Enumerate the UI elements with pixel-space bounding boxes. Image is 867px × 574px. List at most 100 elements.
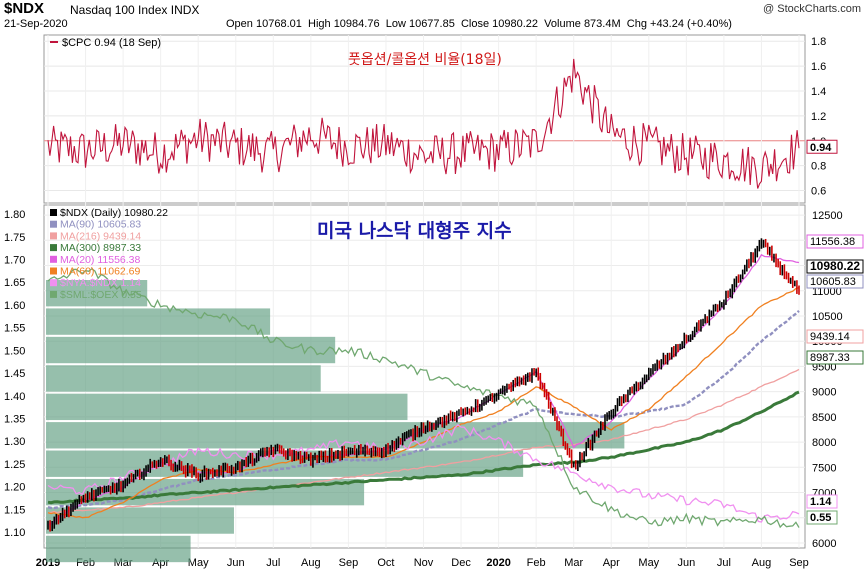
left-y-tick: 1.25 [4,459,25,471]
left-y-tick: 1.65 [4,277,25,289]
x-tick-label: Jun [227,557,245,569]
right-y-tick: 11000 [812,286,842,298]
left-y-tick: 1.30 [4,436,25,448]
right-value-label: 10980.22 [810,259,860,273]
x-tick-label: Sep [339,557,359,569]
x-tick-label: Jul [266,557,280,569]
ratio-value-label: 1.14 [810,496,832,508]
series-line-ma300 [47,390,800,505]
x-tick-label: Feb [527,557,546,569]
right-y-tick: 10500 [812,311,843,323]
left-y-tick: 1.40 [4,391,25,403]
series-line-ma90 [47,310,800,510]
left-y-tick: 1.15 [4,504,25,516]
upper-panel-frame [43,34,806,204]
left-y-tick: 1.60 [4,300,25,312]
volume-profile-bar [46,450,524,477]
legend-swatch [50,232,57,240]
right-value-label: 9439.14 [810,331,850,343]
left-y-tick: 1.10 [4,527,25,539]
volume-profile-bar [46,280,148,307]
x-tick-label: 2020 [486,557,510,569]
cpc-value-box [806,139,838,154]
x-tick-label: Jun [677,557,695,569]
upper-y-tick: 1.2 [811,111,826,123]
ohlc-bar: Open 10768.01 High 10984.76 Low 10677.85… [226,18,732,30]
upper-y-tick: 1.6 [811,61,826,73]
ratio-value-box [806,494,838,509]
ratio-value-box [806,510,838,525]
right-y-tick: 6000 [812,538,836,550]
volume-profile-bar [46,365,321,392]
right-value-box [806,274,864,289]
right-value-box [806,329,864,344]
high-label: High [308,18,331,30]
upper-y-tick: 1.8 [811,36,826,48]
index-name: Nasdaq 100 Index INDX [70,3,200,17]
x-tick-label: Dec [451,557,471,569]
legend-swatch [50,244,57,252]
left-y-tick: 1.75 [4,232,25,244]
series-line-smloex [47,267,800,529]
x-tick-label: Apr [603,557,620,569]
legend-swatch [50,267,57,275]
right-y-tick: 12500 [812,210,843,222]
legend-item: $NDX (Daily) 10980.22 [60,207,168,219]
left-y-tick: 1.55 [4,323,25,335]
right-value-label: 10605.83 [810,276,856,288]
symbol-title: $NDX [4,0,45,17]
close-label: Close [460,18,490,30]
legend-item: MA(216) 9439.14 [60,230,141,242]
left-y-tick: 1.80 [4,209,25,221]
volume-profile-bar [46,308,271,335]
legend-swatch [50,220,57,228]
x-tick-label: Jul [717,557,731,569]
chg-label: Chg [626,18,647,30]
right-value-label: 11556.38 [810,236,855,248]
cpc-annotation: 풋옵션/콜옵션 비율(18일) [348,52,502,68]
volume-profile-bar [46,422,625,449]
legend-swatch [50,255,57,263]
right-value-box [806,259,864,274]
x-tick-label: May [638,557,659,569]
legend-item: $SML:$OEX 0.55 [60,289,142,301]
ratio-value-label: 0.55 [810,512,831,524]
cpc-series-line [47,58,800,189]
copyright: @ StockCharts.com [763,3,861,15]
volume-value: 873.4M [583,18,621,30]
volume-label: Volume [544,18,581,30]
left-y-tick: 1.50 [4,345,25,357]
high-value: 10984.76 [333,18,380,30]
main-panel-frame [43,204,806,549]
x-tick-label: Oct [377,557,394,569]
chg-value: +43.24 (+0.40%) [650,18,732,30]
x-tick-label: May [188,557,209,569]
upper-y-tick: 0.6 [811,186,826,198]
right-value-box [806,234,864,249]
cpc-last-value: 0.94 [810,142,832,154]
x-tick-label: Sep [789,557,809,569]
legend-item: $NYA:$NDX 1.14 [60,277,141,289]
left-y-tick: 1.45 [4,368,25,380]
right-y-tick: 8000 [812,437,836,449]
volume-profile-bar [46,393,408,421]
series-line-nyandx [47,423,800,523]
left-y-tick: 1.70 [4,255,25,267]
upper-y-tick: 0.8 [811,161,826,173]
legend-item: MA(90) 10605.83 [60,219,141,231]
series-line-ma216 [47,368,800,514]
open-value: 10768.01 [255,18,302,30]
cpc-legend: $CPC 0.94 (18 Sep) [62,37,161,49]
legend-item: MA(60) 11062.69 [60,266,141,278]
low-value: 10677.85 [408,18,455,30]
right-value-box [806,350,864,365]
open-label: Open [226,18,253,30]
legend-item: MA(20) 11556.38 [60,254,141,266]
right-y-tick: 9000 [812,387,836,399]
legend-swatch [50,209,57,216]
x-tick-label: Aug [301,557,321,569]
close-value: 10980.22 [492,18,539,30]
legend-swatch [50,290,57,298]
upper-y-tick: 1.4 [811,86,826,98]
